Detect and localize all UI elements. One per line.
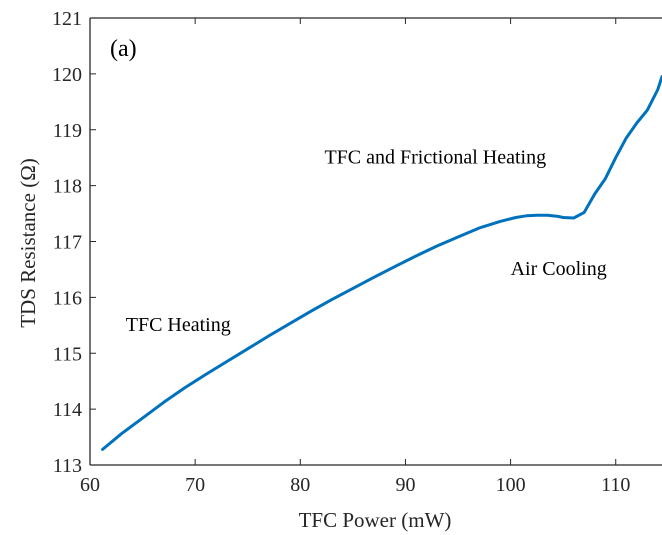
annotation-text: TFC Heating	[126, 314, 231, 336]
x-tick-label: 100	[496, 474, 526, 496]
x-tick-label: 60	[80, 474, 100, 496]
y-tick-label: 115	[53, 343, 82, 365]
y-tick-label: 113	[53, 455, 82, 477]
y-axis-label: TDS Resistance (Ω)	[16, 158, 40, 328]
y-tick-label: 120	[52, 64, 82, 86]
axes	[89, 17, 662, 466]
series-group	[101, 75, 662, 451]
annotation-text: Air Cooling	[511, 258, 607, 280]
series-line	[101, 75, 662, 451]
y-tick-label: 118	[53, 176, 82, 198]
y-tick-label: 121	[52, 8, 82, 30]
x-ticks: 60 70 80 90 100 110	[80, 18, 630, 496]
y-ticks: 113 114 115 116 117 118 119 120 121	[52, 8, 96, 477]
y-tick-label: 114	[53, 399, 82, 421]
x-tick-label: 90	[395, 474, 415, 496]
x-tick-label: 110	[601, 474, 630, 496]
x-axis-label: TFC Power (mW)	[299, 508, 452, 532]
panel-label: (a)	[110, 36, 137, 62]
y-tick-label: 119	[53, 120, 82, 142]
annotation-text: TFC and Frictional Heating	[324, 146, 546, 168]
x-tick-label: 70	[185, 474, 205, 496]
y-tick-label: 116	[53, 287, 82, 309]
x-tick-label: 80	[290, 474, 310, 496]
y-tick-label: 117	[53, 232, 82, 254]
annotations: TFC and Frictional Heating Air Cooling TFC…	[126, 146, 607, 336]
